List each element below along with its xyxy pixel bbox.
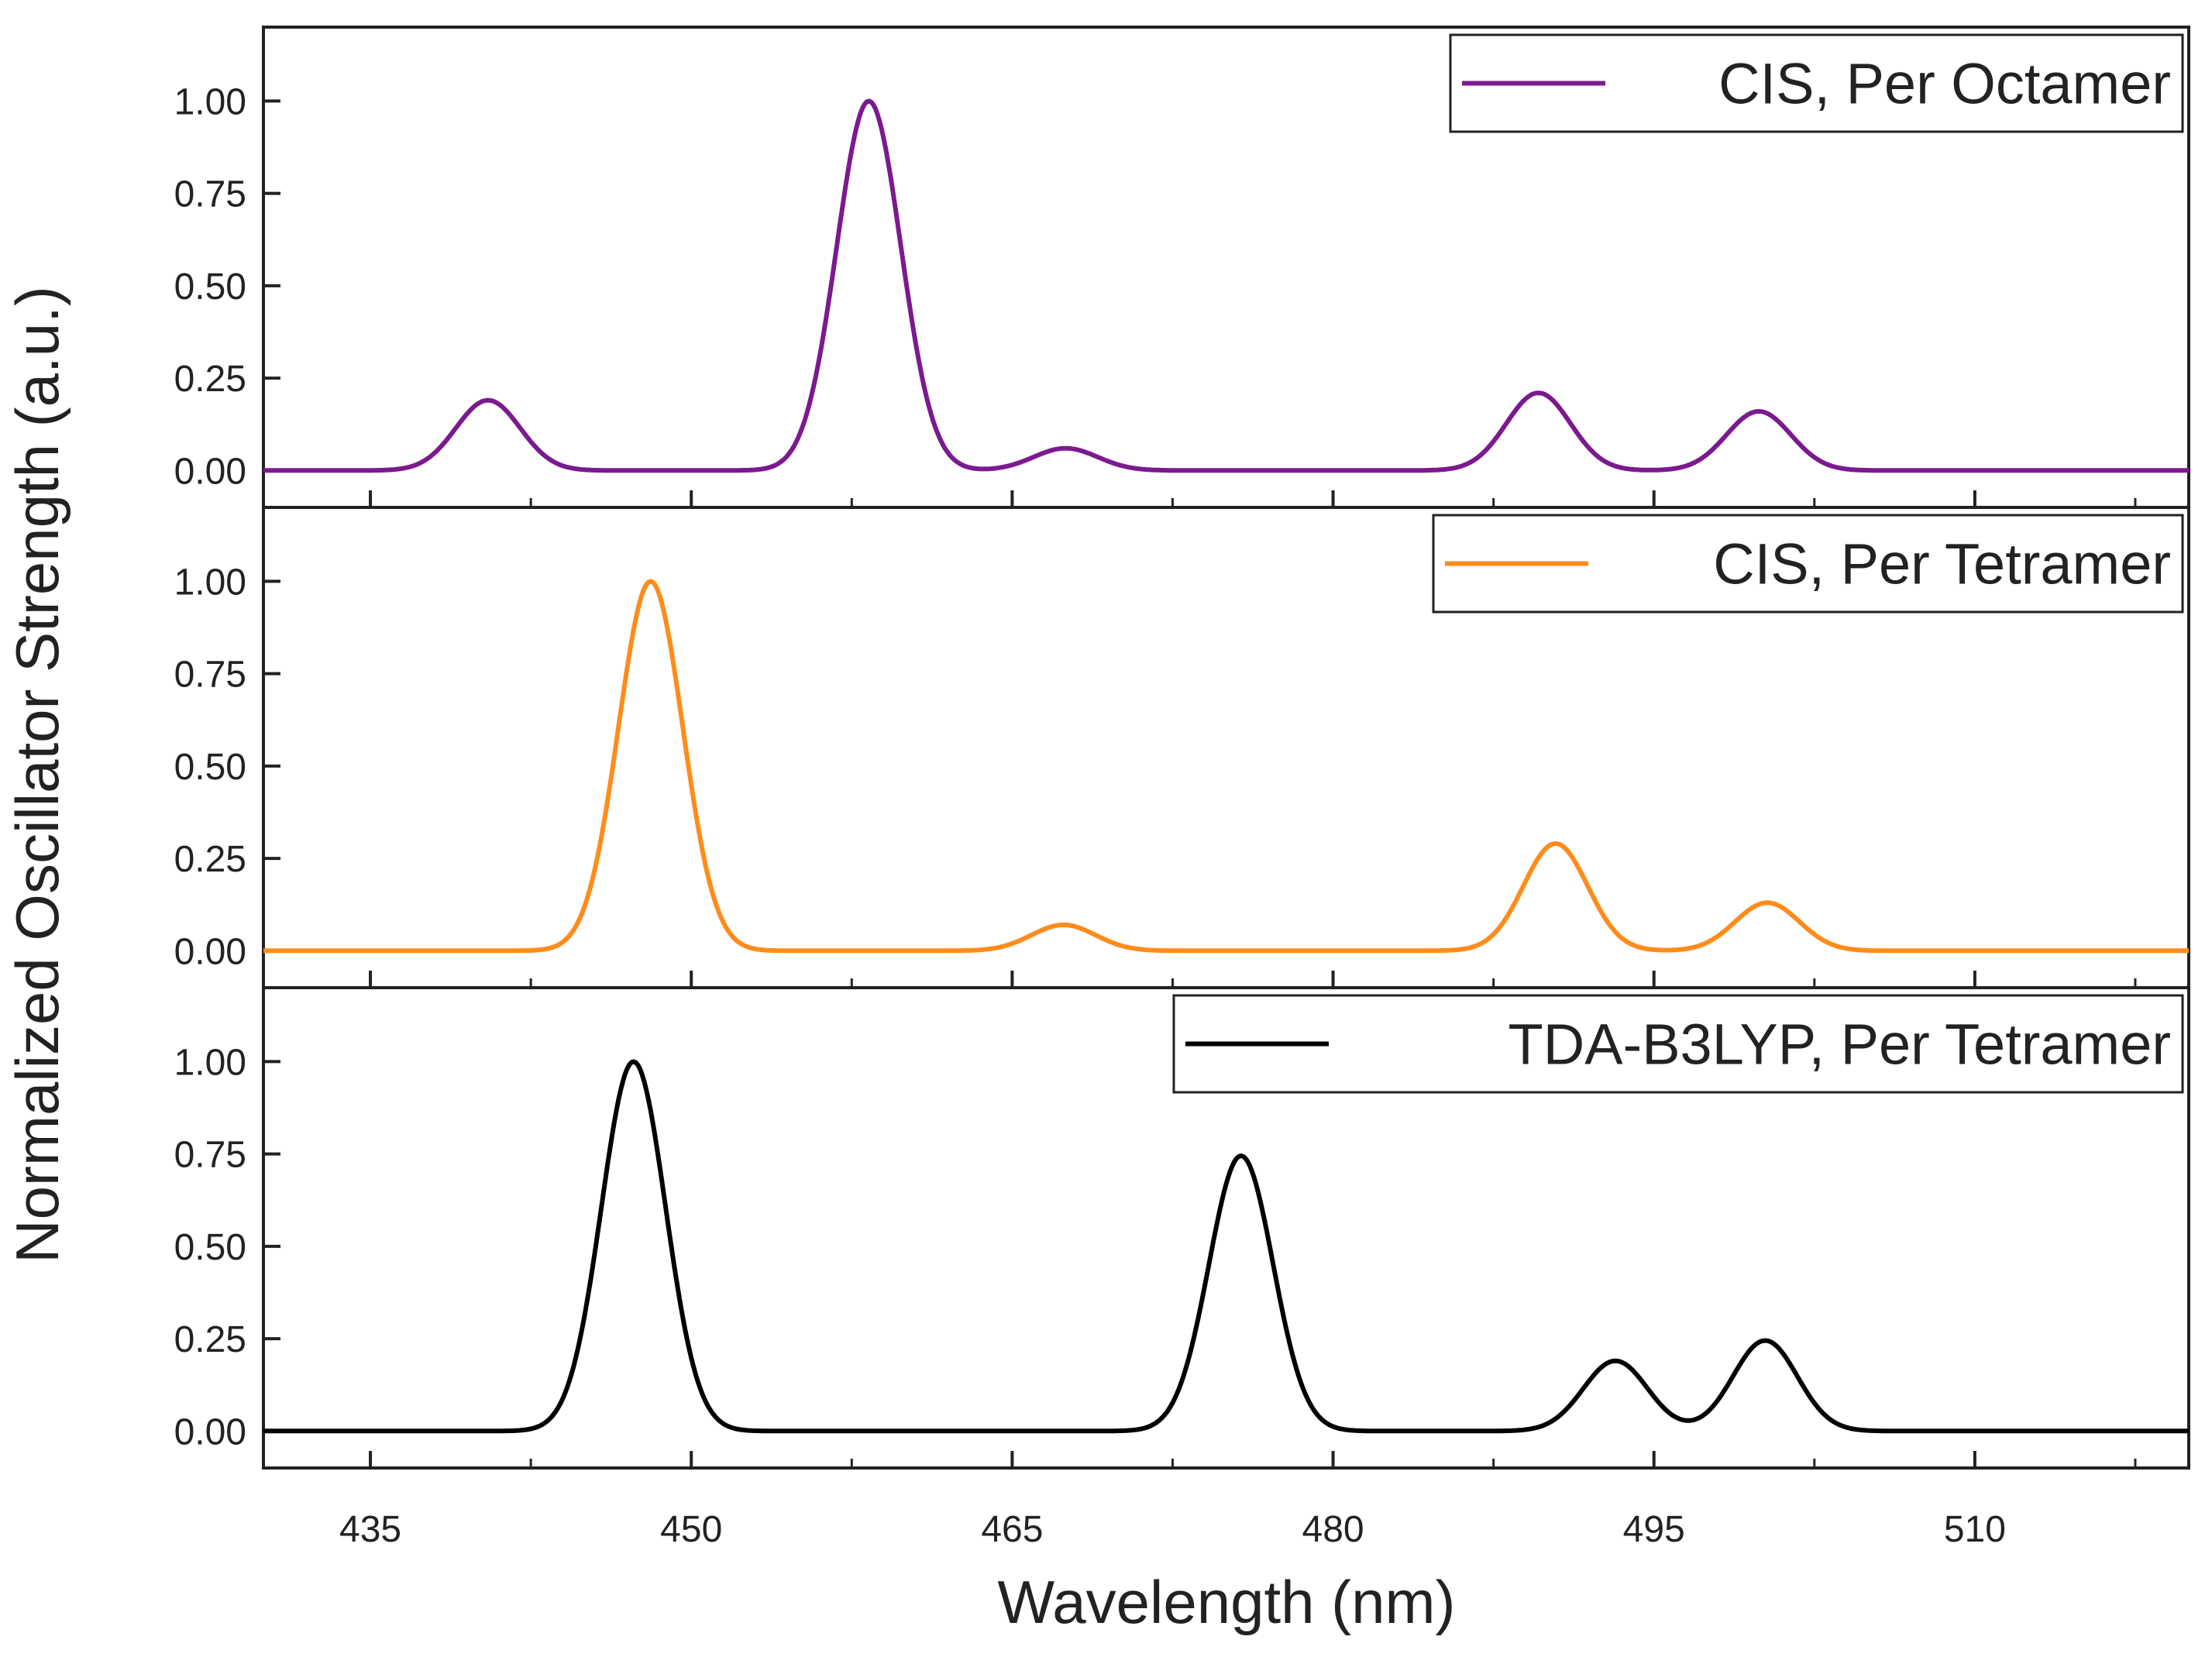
legend-label: CIS, Per Tetramer	[1713, 532, 2171, 596]
y-tick-label: 0.50	[174, 747, 246, 788]
panel-2: 0.00 0.25 0.50 0.75 1.00 CIS, Per Tetramer	[174, 506, 2190, 989]
y-tick-label: 0.50	[174, 1227, 246, 1268]
y-tick-label: 0.25	[174, 839, 246, 880]
y-axis-title: Normalized Oscillator Strength (a.u.)	[3, 286, 71, 1263]
y-tick-label: 1.00	[174, 1042, 246, 1083]
y-tick-label: 0.75	[174, 655, 246, 696]
x-tick-label: 480	[1302, 1509, 1364, 1550]
x-tick-label: 495	[1623, 1509, 1685, 1550]
y-tick-label: 0.00	[174, 1411, 246, 1452]
legend-box	[1432, 514, 2184, 614]
legend-2: CIS, Per Tetramer	[1432, 514, 2184, 614]
legend-label: CIS, Per Octamer	[1718, 52, 2171, 116]
y-tick-label: 0.00	[174, 451, 246, 492]
panel-frame	[262, 986, 2190, 1470]
y-tick-label: 1.00	[174, 562, 246, 603]
x-axis-title: Wavelength (nm)	[998, 1568, 1456, 1636]
chart-panels: 0.000.250.500.751.00 CIS, Per Octamer0.00…	[174, 26, 2190, 1470]
legend-box	[1172, 994, 2184, 1094]
panel-1: 0.00 0.25 0.50 0.75 1.00 CIS, Per Octamer	[174, 26, 2190, 509]
x-tick-label: 465	[981, 1509, 1043, 1550]
x-tick-label: 435	[339, 1509, 401, 1550]
legend-label: TDA-B3LYP, Per Tetramer	[1508, 1012, 2171, 1077]
y-tick-label: 0.00	[174, 931, 246, 972]
x-axis-ticks: 435 450 465 480 495 510	[339, 1509, 2006, 1550]
legend-1: CIS, Per Octamer	[1449, 33, 2184, 133]
y-tick-label: 0.50	[174, 266, 246, 308]
x-tick-label: 510	[1944, 1509, 2006, 1550]
y-tick-label: 1.00	[174, 81, 246, 122]
series-line-1	[263, 98, 2190, 473]
y-tick-label: 0.75	[174, 174, 246, 215]
y-tick-label: 0.25	[174, 359, 246, 400]
y-tick-label: 0.75	[174, 1135, 246, 1176]
legend-3: TDA-B3LYP, Per Tetramer	[1172, 994, 2184, 1094]
series-line-2	[263, 579, 2190, 954]
series-line-3	[263, 1059, 2190, 1434]
panel-3: 0.00 0.25 0.50 0.75 1.00 TDA-B3LYP, Per Tetra…	[174, 986, 2190, 1470]
y-tick-label: 0.25	[174, 1319, 246, 1360]
x-tick-label: 450	[660, 1509, 722, 1550]
